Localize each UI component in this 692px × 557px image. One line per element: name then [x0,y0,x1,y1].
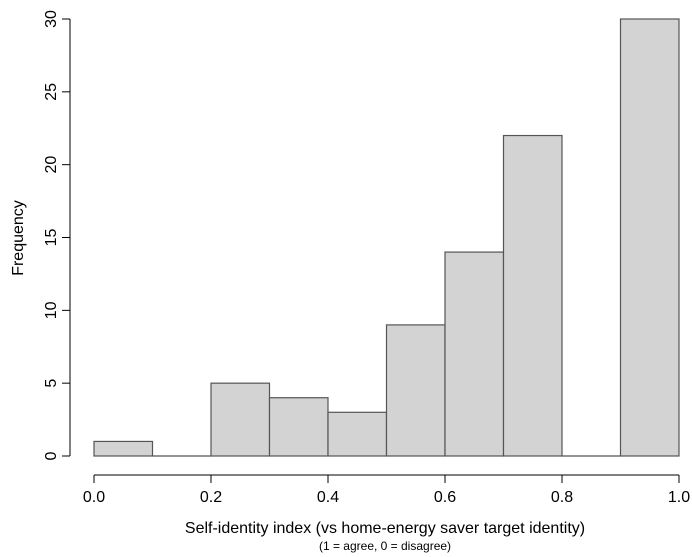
bars-group [93,18,680,457]
y-tick-label-1: 5 [43,379,60,388]
histogram-bar-4 [327,411,388,457]
histogram-bar-9 [619,18,680,457]
y-axis-label: Frequency [10,200,27,276]
histogram-bar-2 [210,382,271,457]
y-tick-label-5: 25 [43,83,60,101]
y-tick-label-4: 20 [43,156,60,174]
x-tick-label-1: 0.2 [200,489,222,506]
y-tick-label-2: 10 [43,301,60,319]
histogram-bar-3 [268,397,329,457]
x-axis: 0.0 0.2 0.4 0.6 0.8 1.0 [83,474,690,506]
y-tick-label-6: 30 [43,10,60,28]
x-tick-label-2: 0.4 [317,489,339,506]
x-tick-label-5: 1.0 [668,489,690,506]
histogram-bar-5 [385,324,446,457]
histogram-bar-7 [502,134,563,457]
histogram-bar-0 [93,440,154,457]
x-tick-label-3: 0.6 [434,489,456,506]
histogram-bar-6 [444,251,505,457]
x-tick-label-4: 0.8 [551,489,573,506]
y-tick-label-3: 15 [43,229,60,247]
x-axis-label-note: (1 = agree, 0 = disagree) [319,539,451,553]
x-axis-label: Self-identity index (vs home-energy save… [185,520,585,537]
y-tick-label-0: 0 [43,451,60,460]
x-tick-label-0: 0.0 [83,489,105,506]
y-axis: 0 5 10 15 20 25 30 [43,10,71,460]
